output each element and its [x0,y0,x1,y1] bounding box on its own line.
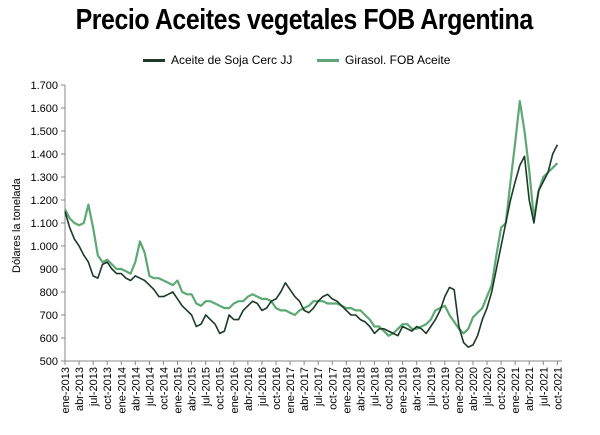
x-tick-label: jul-2021 [538,367,550,407]
x-tick-label: abr-2013 [74,367,86,411]
x-tick-label: ene-2014 [116,367,128,414]
x-tick-label: oct-2016 [271,367,283,410]
x-tick-label: oct-2018 [384,367,396,410]
chart-title: Precio Aceites vegetales FOB Argentina [75,4,534,36]
x-axis: ene-2013 abr-2013 jul-2013 oct-2013 ene-2014… [60,360,564,414]
x-tick-label: abr-2016 [243,367,255,411]
legend-item-girasol: Girasol. FOB Aceite [317,51,450,69]
x-tick-label: jul-2013 [88,367,100,407]
legend-item-soja: Aceite de Soja Cerc JJ [143,51,292,69]
x-tick-label: oct-2015 [215,367,227,410]
x-tick-label: oct-2017 [327,367,339,410]
y-tick-label: 600 [40,333,58,345]
y-tick-label: 700 [40,310,58,322]
x-tick-label: ene-2018 [341,367,353,414]
y-tick-label: 1.700 [30,80,58,92]
legend-label-girasol: Girasol. FOB Aceite [345,53,451,67]
x-tick-label: abr-2018 [355,367,367,411]
x-tick-label: jul-2019 [426,367,438,407]
x-tick-label: jul-2017 [313,367,325,407]
y-tick-label: 1.300 [30,172,58,184]
x-tick-label: abr-2015 [187,367,199,411]
series-line-soja [64,144,559,349]
x-tick-label: abr-2014 [130,367,142,411]
x-tick-label: jul-2015 [201,367,213,407]
x-tick-label: ene-2019 [398,367,410,414]
x-tick-label: ene-2020 [454,367,466,414]
x-tick-label: oct-2019 [440,367,452,410]
legend-swatch-soja [143,58,165,62]
y-axis: 500 600 700 800 900 1.000 1.100 1.200 1.300 1.400… [30,80,66,368]
x-tick-label: abr-2021 [524,367,536,411]
x-tick-label: abr-2017 [299,367,311,411]
y-tick-label: 900 [40,264,58,276]
x-tick-label: jul-2020 [482,367,494,407]
y-tick-label: 1.100 [30,218,58,230]
x-tick-label: ene-2013 [60,367,72,414]
y-tick-label: 500 [40,356,58,368]
x-tick-label: oct-2020 [496,367,508,410]
x-tick-label: oct-2013 [102,367,114,410]
legend: Aceite de Soja Cerc JJ Girasol. FOB Acei… [0,51,600,69]
y-tick-label: 1.200 [30,195,58,207]
series-group [64,99,559,349]
x-tick-label: jul-2018 [369,367,381,407]
x-tick-label: ene-2017 [285,367,297,414]
x-tick-label: ene-2016 [229,367,241,414]
x-tick-label: jul-2016 [257,367,269,407]
y-tick-label: 1.000 [30,241,58,253]
legend-label-soja: Aceite de Soja Cerc JJ [171,53,293,67]
y-tick-label: 1.400 [30,149,58,161]
y-tick-label: 1.600 [30,103,58,115]
x-tick-label: abr-2020 [468,367,480,411]
x-tick-label: jul-2014 [144,367,156,407]
series-line-girasol [64,99,559,337]
y-tick-label: 1.500 [30,126,58,138]
x-tick-label: oct-2014 [158,367,170,410]
x-tick-label: ene-2015 [173,367,185,414]
x-tick-label: ene-2021 [510,367,522,414]
legend-swatch-girasol [317,58,339,62]
x-tick-label: oct-2021 [552,367,564,410]
x-tick-label: abr-2019 [412,367,424,411]
y-tick-label: 800 [40,287,58,299]
